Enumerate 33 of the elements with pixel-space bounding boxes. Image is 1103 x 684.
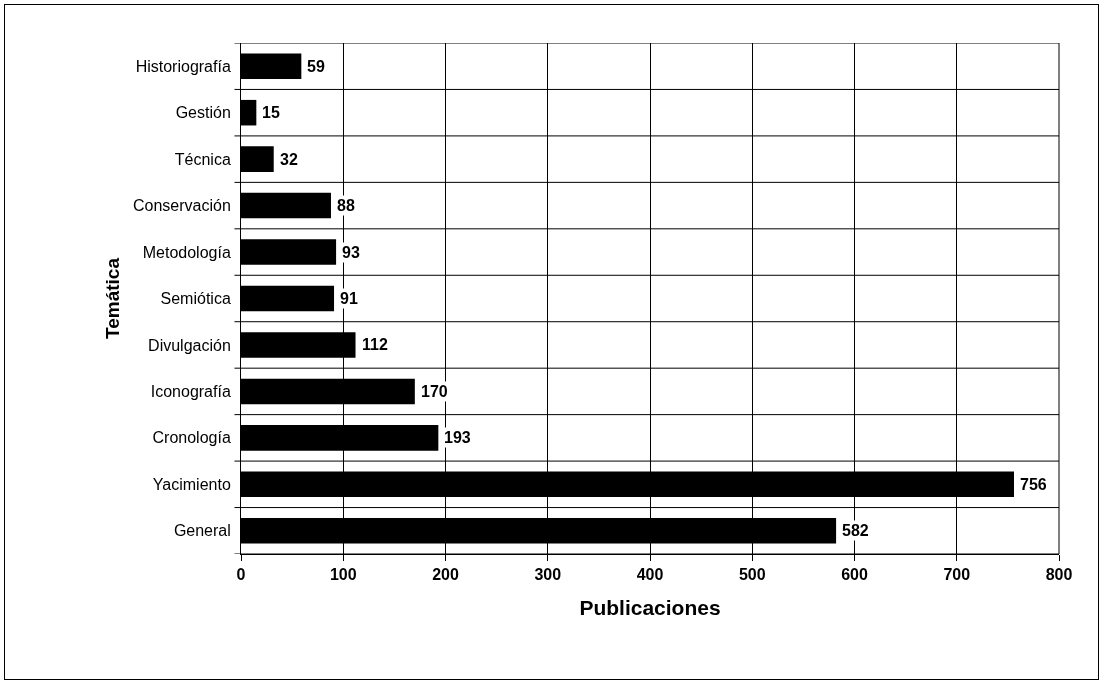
- x-tick-label: 500: [738, 566, 766, 584]
- data-label: 756: [1020, 476, 1047, 493]
- y-tick-label: General: [173, 522, 231, 540]
- data-label: 32: [280, 151, 298, 168]
- y-tick-label: Divulgación: [148, 336, 231, 354]
- y-tick-label: Metodología: [142, 243, 231, 261]
- y-tick-label: Conservación: [132, 197, 231, 215]
- y-axis-title: Temática: [101, 257, 123, 339]
- y-tick-label: Yacimiento: [152, 475, 231, 493]
- x-tick-label: 0: [236, 566, 246, 584]
- data-label: 112: [362, 336, 388, 353]
- data-label: 193: [444, 429, 471, 446]
- data-label: 170: [421, 383, 448, 400]
- x-tick-label: 600: [841, 566, 868, 584]
- data-label: 91: [340, 290, 358, 307]
- y-tick-label: Cronología: [152, 429, 231, 447]
- data-label: 582: [842, 522, 869, 539]
- x-tick-label: 300: [534, 566, 562, 584]
- x-axis-title: Publicaciones: [579, 596, 721, 620]
- data-label: 15: [262, 104, 280, 121]
- y-tick-label: Iconografía: [150, 383, 231, 401]
- data-label: 88: [337, 197, 355, 214]
- y-tick-label: Semiótica: [160, 290, 231, 308]
- x-tick-label: 400: [636, 566, 664, 584]
- data-label: 93: [342, 244, 360, 261]
- x-tick-label: 100: [329, 566, 357, 584]
- data-label: 59: [307, 58, 325, 75]
- x-tick-label: 800: [1045, 566, 1073, 584]
- x-tick-label: 700: [943, 566, 971, 584]
- x-tick-label: 200: [432, 566, 459, 584]
- y-tick-label: Gestión: [175, 104, 231, 122]
- y-tick-label: Técnica: [174, 150, 231, 168]
- y-tick-label: Historiografía: [135, 57, 231, 75]
